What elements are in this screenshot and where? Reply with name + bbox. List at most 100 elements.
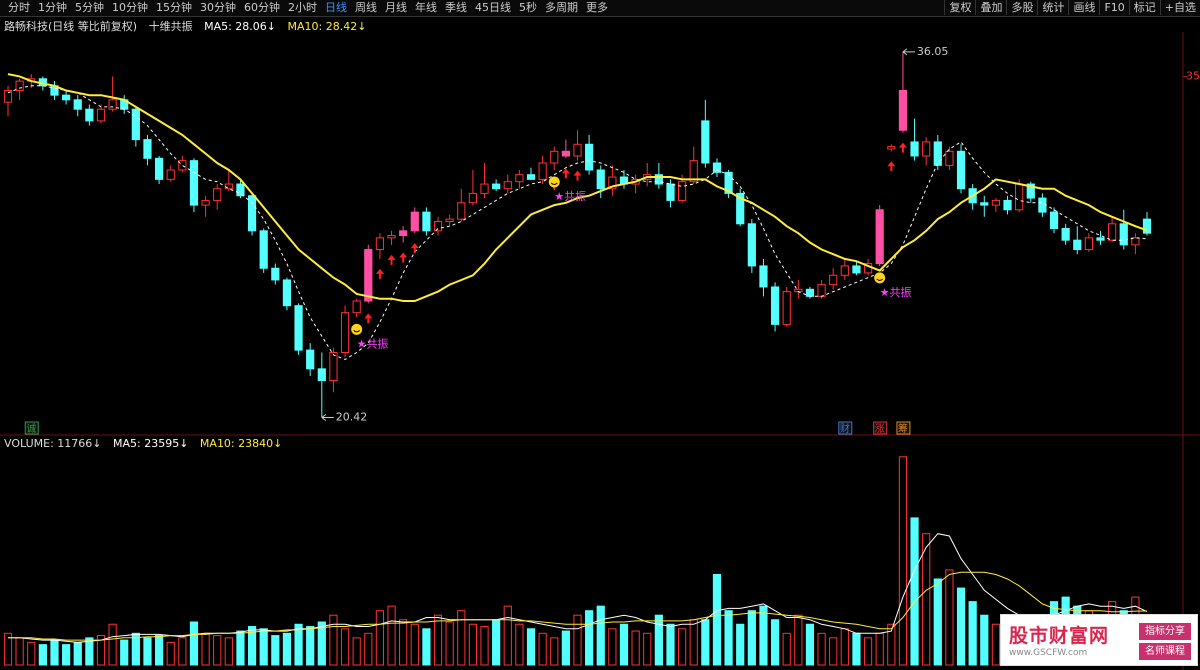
volume-bar	[85, 637, 94, 666]
candle-body	[1038, 197, 1047, 213]
period-tab[interactable]: 5秒	[519, 1, 537, 14]
watermark-url: www.GSCFW.com	[1009, 648, 1088, 658]
period-tab[interactable]: 5分钟	[75, 1, 104, 14]
tool-button[interactable]: +自选	[1159, 0, 1200, 15]
candle-body	[62, 94, 71, 101]
volume-info: VOLUME: 11766↓ MA5: 23595↓ MA10: 23840↓	[4, 437, 290, 450]
signal-arrow	[898, 142, 907, 153]
signal-arrow	[364, 313, 373, 324]
smiley-face	[351, 323, 363, 335]
period-tab[interactable]: 更多	[586, 1, 608, 14]
volume-bar	[805, 623, 815, 666]
period-tab[interactable]: 多周期	[545, 1, 578, 14]
period-tab[interactable]: 45日线	[475, 1, 511, 14]
period-tab[interactable]: 年线	[415, 1, 437, 14]
volume-bar	[236, 630, 245, 666]
tool-button[interactable]: 标记	[1128, 0, 1160, 15]
volume-bar	[38, 644, 47, 666]
candle-body	[503, 181, 512, 190]
candle-body	[247, 195, 257, 232]
candle-body	[445, 218, 454, 222]
watermark-title: 股市财富网	[1009, 625, 1110, 647]
volume-bar	[515, 623, 524, 666]
candle-body	[236, 183, 245, 197]
volume-bar	[224, 637, 233, 666]
tool-button[interactable]: 画线	[1068, 0, 1099, 15]
smiley	[548, 176, 560, 188]
annotation-arrow	[902, 48, 915, 56]
volume-bar	[608, 628, 617, 666]
volume-bar	[50, 639, 59, 666]
period-tab[interactable]: 1分钟	[38, 1, 67, 14]
candle-body	[736, 192, 745, 225]
period-tab[interactable]: 日线	[325, 1, 347, 14]
toolbar-right: 复权 叠加 多股 统计 画线 F10 标记 +自选	[944, 0, 1200, 15]
period-tab[interactable]: 分时	[8, 1, 30, 14]
candle-body	[1084, 237, 1093, 251]
candle-body	[143, 139, 152, 159]
volume-bar	[747, 610, 756, 666]
candle-body	[364, 249, 373, 302]
volume-bar	[550, 637, 559, 666]
candle-body	[759, 265, 768, 288]
period-tab[interactable]: 30分钟	[200, 1, 236, 14]
candle-body	[85, 108, 94, 122]
volume-bar	[468, 623, 478, 666]
period-tabs: 分时 1分钟 5分钟 10分钟 15分钟 30分钟 60分钟 2小时 日线 周线 月线 年线 季线 45日…	[0, 0, 616, 15]
candle-body	[526, 174, 536, 180]
volume-bar	[654, 614, 663, 666]
volume-bar	[677, 628, 687, 666]
volume-bar	[96, 635, 106, 666]
period-tab[interactable]: 2小时	[288, 1, 317, 14]
period-tab[interactable]: 周线	[355, 1, 377, 14]
event-marker: 涨	[875, 423, 885, 435]
volume-bar	[817, 632, 826, 666]
volume-bar	[736, 623, 745, 666]
tool-button[interactable]: 多股	[1006, 0, 1037, 15]
period-tab[interactable]: 月线	[385, 1, 407, 14]
info-line: 路畅科技(日线 等比前复权) 十维共振 MA5: 28.06↓ MA10: 28…	[4, 18, 374, 34]
volume-bar	[945, 569, 954, 666]
vol-ma10-legend: MA10: 23840↓	[199, 437, 283, 450]
candle-body	[1131, 237, 1140, 246]
volume-bar	[759, 605, 768, 666]
candle-body	[805, 288, 815, 297]
volume-bar	[340, 628, 350, 666]
candle-body	[213, 188, 222, 201]
tool-button[interactable]: F10	[1099, 0, 1128, 15]
tool-button[interactable]: 复权	[944, 0, 975, 15]
volume-bar	[213, 635, 222, 666]
volume-bar	[538, 632, 547, 666]
candle-body	[73, 99, 82, 110]
period-tab[interactable]: 10分钟	[112, 1, 148, 14]
vol-ma-line	[8, 571, 1148, 641]
candle-body	[596, 169, 605, 190]
candle-body	[956, 150, 966, 190]
resonance-label: ★共振	[554, 189, 586, 203]
volume-bar	[387, 605, 396, 666]
period-tab[interactable]: 60分钟	[244, 1, 280, 14]
period-tab[interactable]: 15分钟	[156, 1, 192, 14]
candle-body	[492, 183, 501, 190]
volume-bar	[794, 614, 803, 666]
candle-body	[945, 150, 954, 166]
volume-bar	[306, 626, 315, 666]
period-tab[interactable]: 季线	[445, 1, 467, 14]
tool-button[interactable]: 叠加	[975, 0, 1006, 15]
candle-body	[259, 230, 268, 269]
toolbar: 分时 1分钟 5分钟 10分钟 15分钟 30分钟 60分钟 2小时 日线 周线 月线 年线 季线 45日…	[0, 0, 1200, 17]
volume-bar	[108, 623, 117, 666]
volume-bar	[724, 610, 733, 666]
candle-body	[422, 211, 431, 232]
candle-body	[433, 220, 443, 232]
volume-bar	[573, 614, 582, 666]
volume-bar	[643, 632, 652, 666]
resonance-label: ★共振	[357, 336, 389, 350]
annotation-label: 20.42	[336, 410, 368, 423]
volume-bar	[259, 628, 268, 666]
volume-bar	[631, 630, 640, 666]
candle-body	[887, 146, 896, 150]
tool-button[interactable]: 统计	[1037, 0, 1068, 15]
volume-bar	[399, 619, 408, 666]
volume-bar	[154, 635, 164, 666]
